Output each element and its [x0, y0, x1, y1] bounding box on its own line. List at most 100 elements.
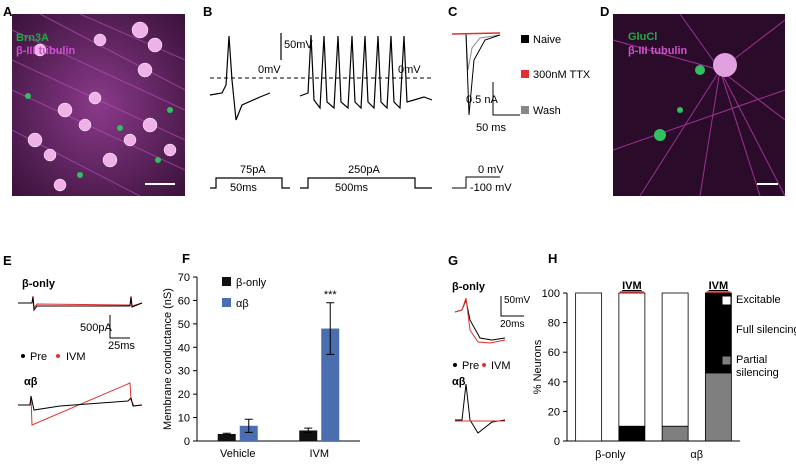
x-tick-label: Vehicle — [220, 448, 255, 460]
scale-label: 50 ms — [476, 122, 506, 134]
legend-swatch — [222, 277, 231, 286]
legend-swatch — [721, 295, 732, 306]
legend-dot — [482, 363, 486, 367]
panel-label: B — [203, 4, 212, 19]
stain-label: Brn3A — [16, 32, 49, 44]
legend-dot — [453, 363, 457, 367]
y-tick-label: 0 — [184, 436, 190, 448]
bar-segment — [618, 425, 646, 442]
stain-label: β-III tubulin — [628, 45, 688, 57]
voltage-trace — [454, 296, 524, 434]
micrograph — [11, 13, 186, 197]
y-tick-label: 50 — [178, 319, 190, 331]
legend-swatch — [521, 35, 529, 43]
v-label: -100 mV — [470, 182, 512, 194]
error-bar — [222, 432, 231, 436]
scale-label: 500pA — [80, 322, 112, 334]
panel-label: A — [3, 4, 13, 19]
legend-label: IVM — [491, 360, 511, 372]
error-bar — [326, 302, 335, 355]
y-tick-label: 10 — [178, 413, 190, 425]
y-axis-label: Membrane conductance (nS) — [162, 288, 174, 430]
legend-label: αβ — [236, 298, 249, 310]
trace-label: β-only — [452, 281, 486, 293]
group-label: β-only — [595, 449, 626, 461]
panel-label: F — [182, 251, 190, 266]
bar — [217, 433, 236, 441]
legend-label: Excitable — [736, 294, 781, 306]
legend-swatch — [222, 298, 231, 307]
y-axis-label: % Neurons — [532, 339, 544, 394]
annotation: *** — [324, 289, 338, 301]
bar-segment — [661, 425, 689, 442]
legend-label: Wash — [533, 105, 561, 117]
legend-label: β-only — [236, 277, 267, 289]
legend-swatch — [721, 355, 732, 366]
bar — [239, 425, 258, 441]
bar — [321, 328, 340, 441]
y-tick-label: 0 — [554, 436, 560, 448]
panel-label: C — [448, 4, 458, 19]
bar-label: IVM — [709, 280, 729, 292]
y-tick-label: 40 — [548, 377, 560, 389]
zero-label: 0mV — [258, 64, 281, 76]
bar-label: IVM — [622, 280, 642, 292]
zero-label: 0mV — [398, 64, 421, 76]
legend-label: Partial silencing — [736, 354, 779, 379]
bar-segment — [575, 292, 603, 442]
voltage-trace — [209, 33, 433, 189]
dur-label: 50ms — [230, 182, 257, 194]
scale-label: 50mV — [284, 39, 313, 51]
y-tick-label: 60 — [178, 295, 190, 307]
scale-label: 25ms — [108, 340, 135, 352]
y-tick-label: 70 — [178, 272, 190, 284]
y-tick-label: 40 — [178, 342, 190, 354]
y-tick-label: 80 — [548, 318, 560, 330]
panel-label: H — [548, 251, 557, 266]
legend-label: IVM — [66, 351, 86, 363]
trace-label: αβ — [452, 376, 466, 388]
step-label: 250pA — [348, 164, 380, 176]
current-trace — [18, 295, 143, 426]
panel-label: D — [600, 4, 609, 19]
y-tick-label: 30 — [178, 366, 190, 378]
current-trace — [451, 32, 520, 189]
bar-segment — [618, 292, 646, 427]
stain-label: β-III tubulin — [16, 45, 76, 57]
scale-label: 50mV — [504, 295, 530, 306]
error-bar — [244, 418, 253, 433]
micrograph — [612, 13, 786, 197]
y-tick-label: 100 — [542, 288, 560, 300]
trace-label: β-only — [22, 278, 56, 290]
legend-label: Pre — [462, 360, 479, 372]
y-tick-label: 20 — [548, 406, 560, 418]
bar-segment — [661, 292, 689, 427]
legend-label: Naive — [533, 34, 561, 46]
v-label: 0 mV — [478, 164, 504, 176]
legend-label: Full silencing — [736, 324, 796, 336]
scale-label: 0.5 nA — [466, 94, 498, 106]
panel-label: G — [448, 253, 458, 268]
y-tick-label: 60 — [548, 347, 560, 359]
legend-dot — [56, 354, 60, 358]
error-bar — [304, 427, 313, 434]
step-label: 75pA — [240, 164, 266, 176]
panel-label: E — [3, 253, 12, 268]
x-tick-label: IVM — [309, 448, 329, 460]
bar-segment — [704, 372, 732, 442]
legend-swatch — [721, 325, 732, 336]
trace-label: αβ — [24, 376, 38, 388]
dur-label: 500ms — [335, 182, 369, 194]
scale-label: 20ms — [500, 319, 524, 330]
y-tick-label: 20 — [178, 389, 190, 401]
group-label: αβ — [690, 449, 703, 461]
legend-label: Pre — [30, 351, 47, 363]
stain-label: GluCl — [628, 31, 657, 43]
legend-label: 300nM TTX — [533, 69, 591, 81]
legend-swatch — [521, 70, 529, 78]
legend-dot — [21, 354, 25, 358]
bar — [299, 430, 318, 441]
legend-swatch — [521, 106, 529, 114]
